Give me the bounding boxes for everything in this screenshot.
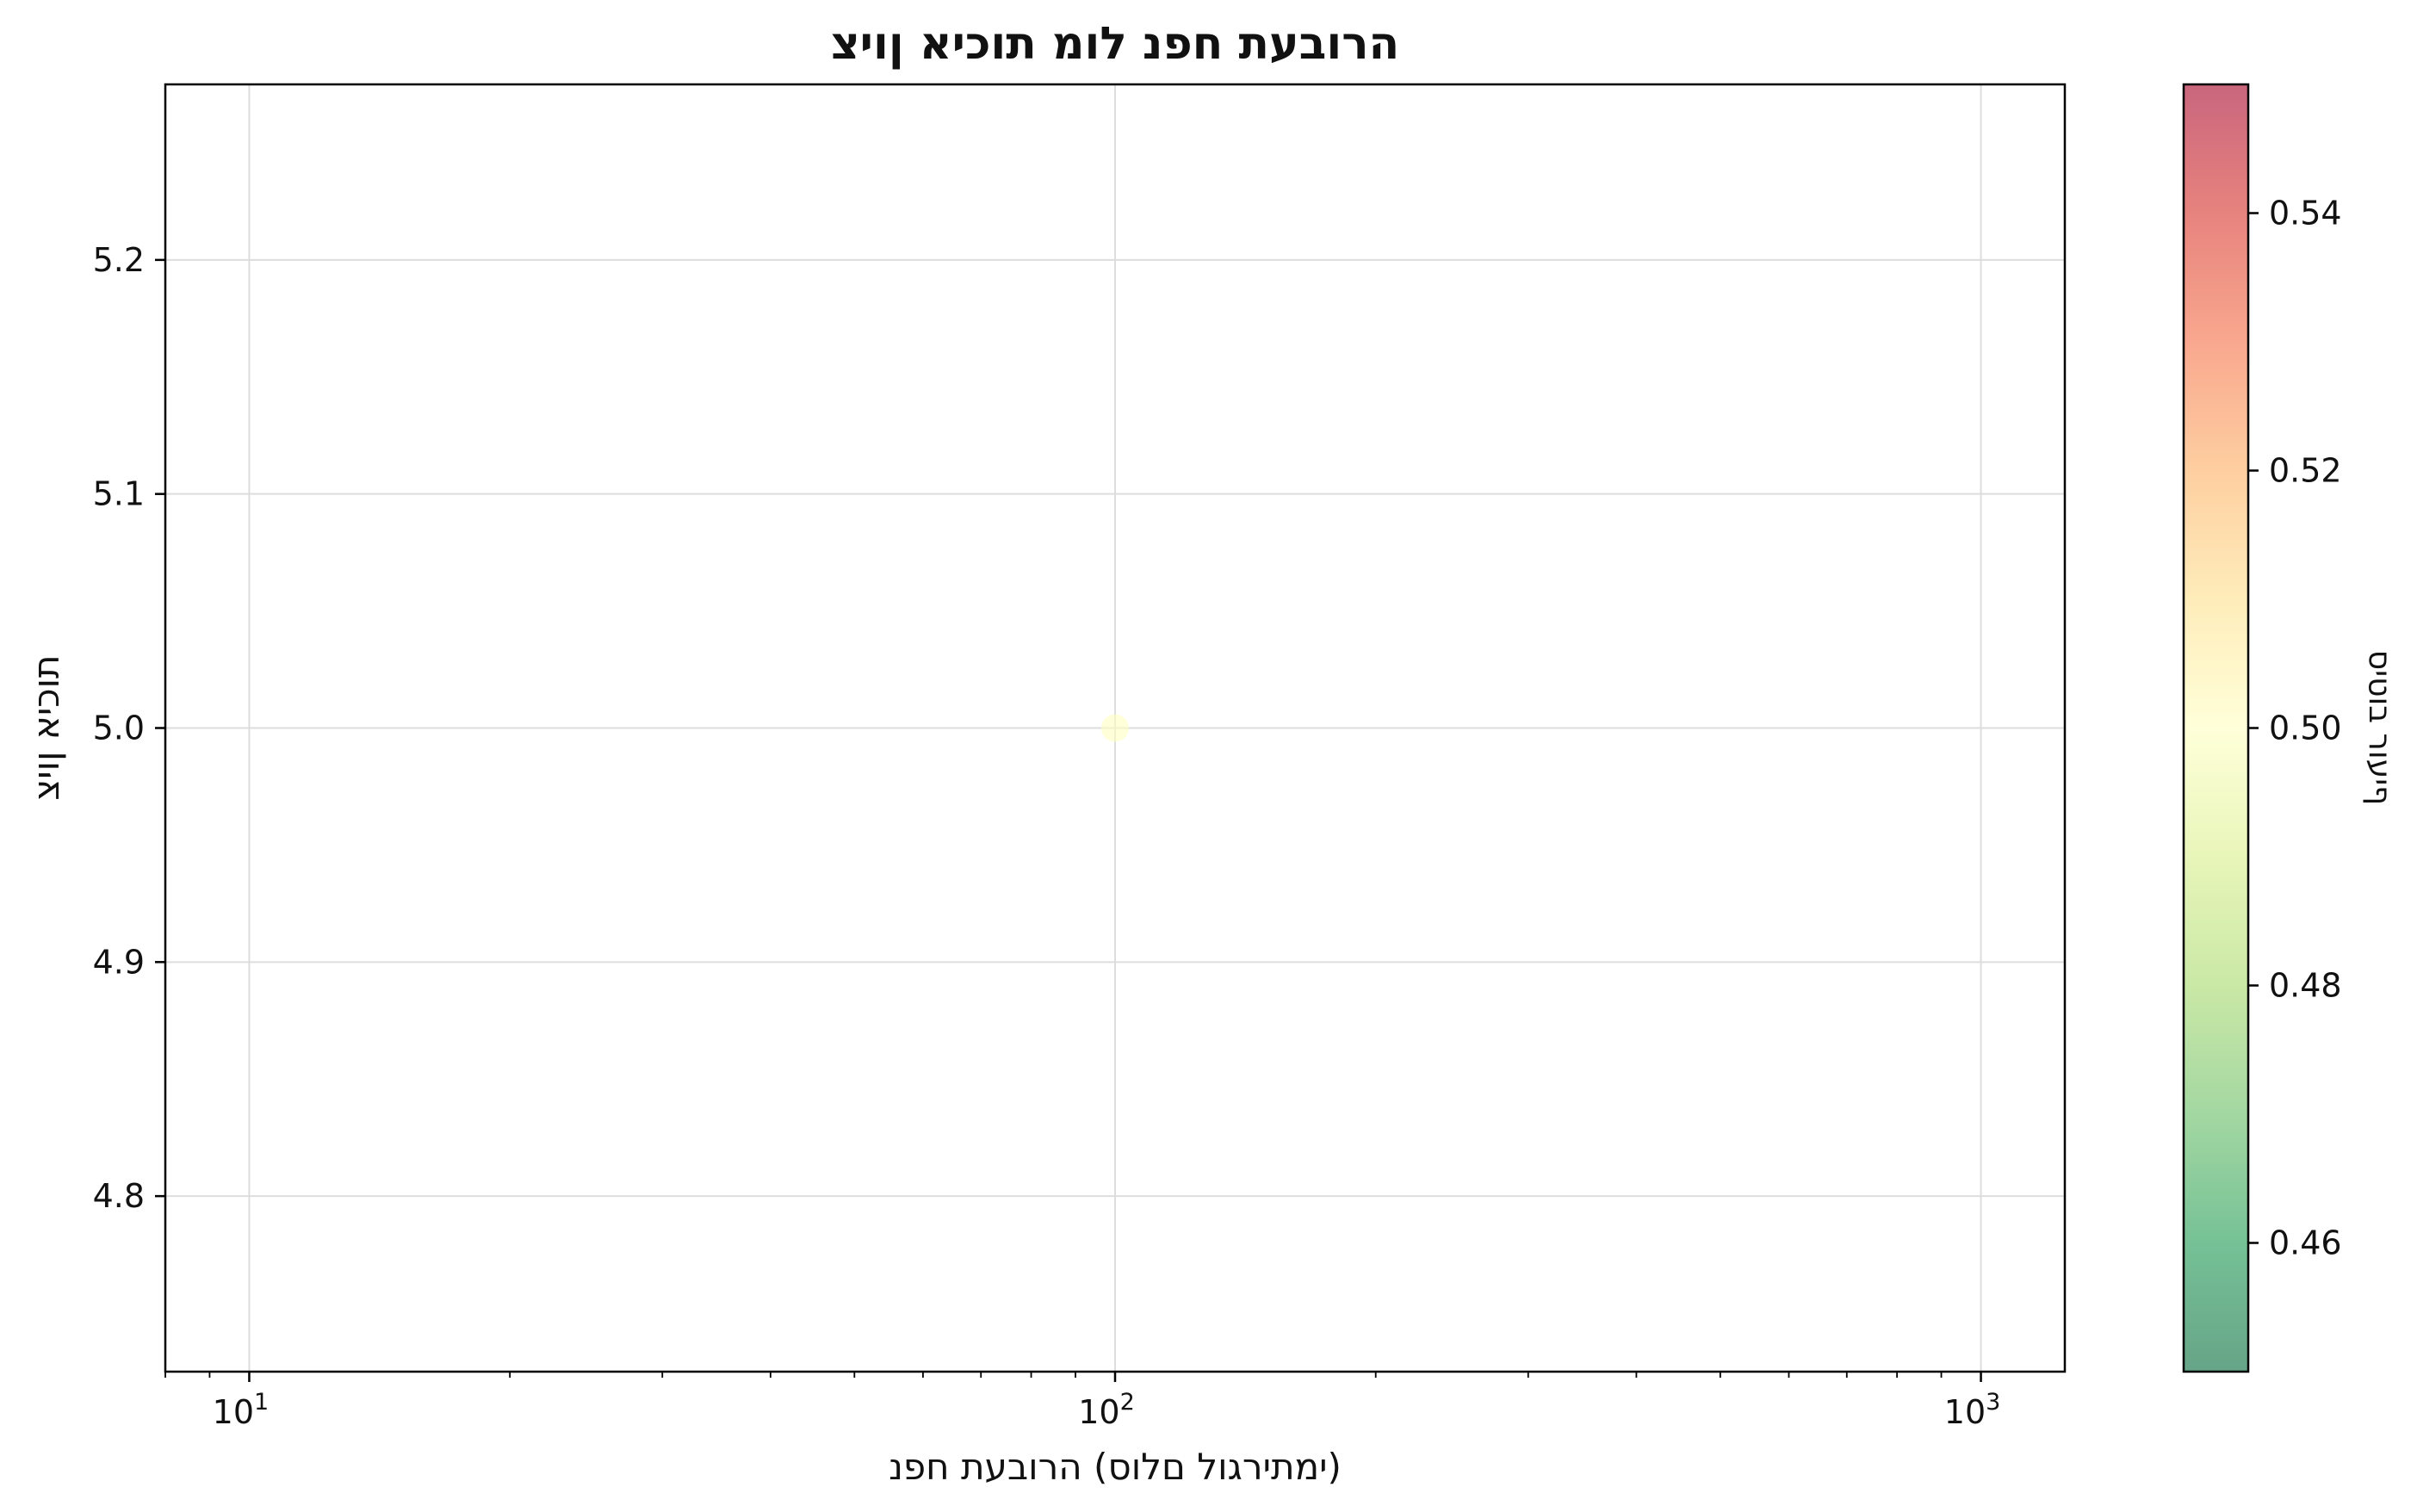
y-tick-label: 4.9 <box>93 943 145 981</box>
y-axis-label: תוכיא ןויצ <box>25 654 67 800</box>
colorbar <box>2184 84 2248 1372</box>
y-axis-ticks: 4.8 4.9 5.0 5.1 5.2 <box>93 241 165 1215</box>
x-axis-ticks: 101 102 103 <box>164 1372 2001 1431</box>
y-tick-label: 5.0 <box>93 710 145 747</box>
data-points <box>1101 714 1129 742</box>
colorbar-tick-label: 0.46 <box>2269 1224 2342 1262</box>
chart-title: הרובעת חפנ לומ תוכיא ןויצ <box>831 18 1400 70</box>
colorbar-tick-label: 0.52 <box>2269 452 2342 490</box>
y-tick-label: 5.1 <box>93 475 145 513</box>
y-tick-label: 4.8 <box>93 1177 145 1215</box>
y-tick-label: 5.2 <box>93 241 145 279</box>
colorbar-tick-label: 0.48 <box>2269 967 2342 1005</box>
colorbar-ticks: 0.46 0.48 0.50 0.52 0.54 <box>2248 195 2342 1262</box>
x-tick-label: 102 <box>1078 1389 1135 1431</box>
colorbar-tick-label: 0.50 <box>2269 710 2342 747</box>
x-tick-label: 101 <box>213 1389 270 1431</box>
scatter-point <box>1101 714 1129 742</box>
x-tick-label: 103 <box>1944 1389 2001 1431</box>
colorbar-tick-label: 0.54 <box>2269 195 2342 232</box>
x-axis-label: ימתירגול םלוס) הרובעת חפנ) <box>889 1446 1342 1488</box>
colorbar-label: ףיעור בוטיס <box>2362 650 2397 806</box>
